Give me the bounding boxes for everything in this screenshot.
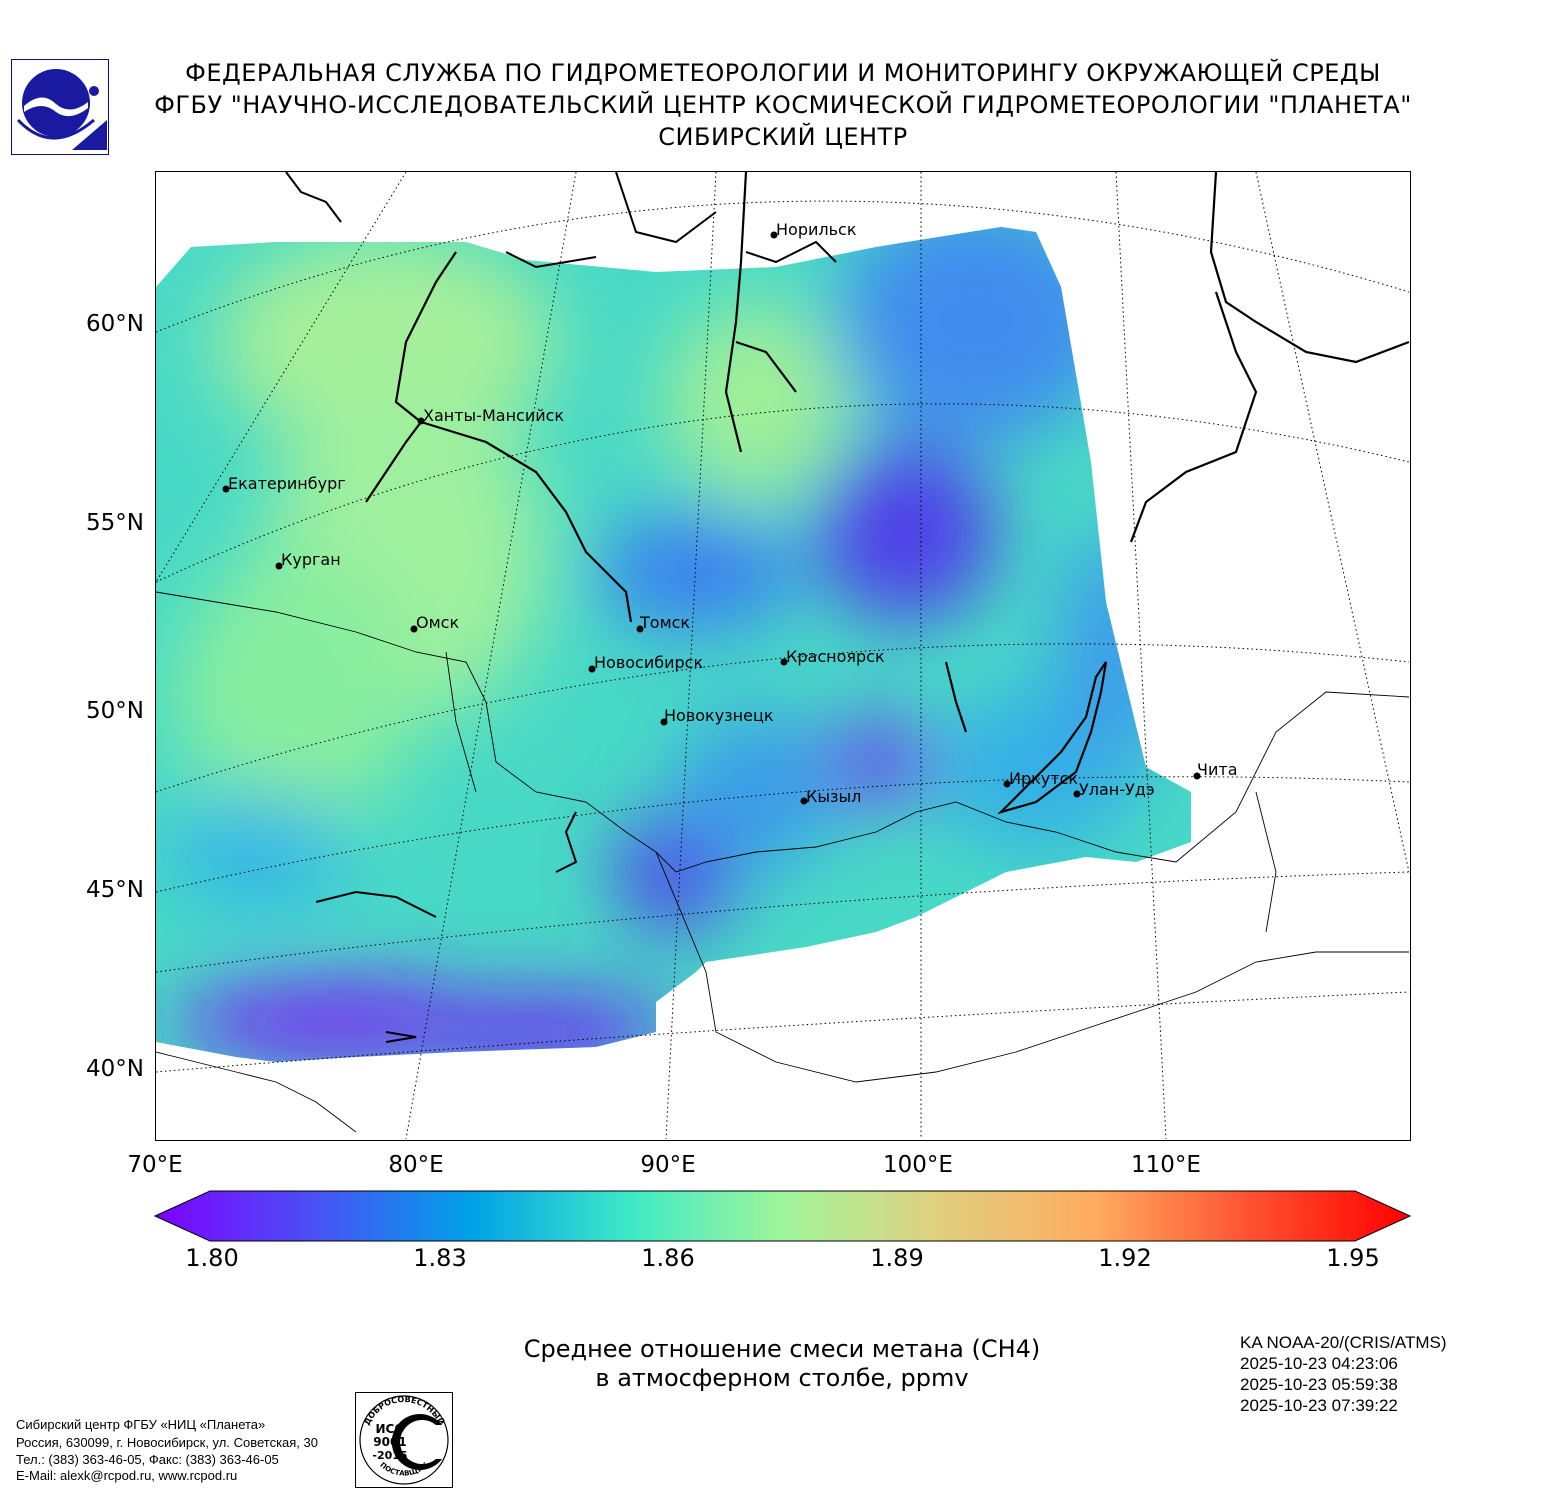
svg-text:ИСО: ИСО — [375, 1422, 404, 1436]
footer-line-1: Сибирский центр ФГБУ «НИЦ «Планета» — [16, 1417, 266, 1432]
svg-text:9001: 9001 — [373, 1435, 406, 1449]
city-omsk: Омск — [410, 613, 459, 633]
coastline — [285, 172, 837, 1043]
city-norilsk: Норильск — [770, 220, 857, 239]
city-ulan-ude: Улан-Удэ — [1073, 780, 1155, 799]
city-khanty-mansiysk: Ханты-Мансийск — [417, 406, 564, 425]
planeta-logo — [11, 59, 109, 155]
svg-text:Ханты-Мансийск: Ханты-Мансийск — [423, 406, 564, 425]
header-line-2: ФГБУ "НАУЧНО-ИССЛЕДОВАТЕЛЬСКИЙ ЦЕНТР КОС… — [154, 91, 1412, 119]
header-line-3: СИБИРСКИЙ ЦЕНТР — [658, 123, 908, 151]
colorbar-tick-5: 1.92 — [1098, 1244, 1152, 1272]
colorbar — [154, 1190, 1412, 1242]
colorbar-tick-3: 1.86 — [641, 1244, 695, 1272]
lon-label-100: 100°E — [883, 1152, 953, 1178]
lon-label-110: 110°E — [1131, 1152, 1201, 1178]
svg-text:Улан-Удэ: Улан-Удэ — [1079, 780, 1155, 799]
lon-label-70: 70°E — [127, 1152, 183, 1178]
rivers — [365, 172, 1410, 815]
colorbar-tick-4: 1.89 — [870, 1244, 924, 1272]
lat-label-40: 40°N — [86, 1056, 144, 1082]
caption-line-1: Среднее отношение смеси метана (CH4) — [523, 1335, 1041, 1363]
pass-time-1: 2025-10-23 04:23:06 — [1240, 1354, 1398, 1373]
city-kyzyl: Кызыл — [800, 787, 861, 806]
lat-label-55: 55°N — [86, 510, 144, 536]
satellite-name: KA NOAA-20/(CRIS/ATMS) — [1240, 1333, 1447, 1352]
svg-text:Омск: Омск — [416, 613, 459, 632]
svg-text:-2015: -2015 — [372, 1449, 407, 1462]
svg-text:Курган: Курган — [281, 550, 341, 569]
lat-label-60: 60°N — [86, 311, 144, 337]
ch4-field — [156, 227, 1191, 1062]
city-ekaterinburg: Екатеринбург — [222, 474, 346, 493]
lat-label-45: 45°N — [86, 877, 144, 903]
svg-text:Чита: Чита — [1197, 760, 1238, 779]
footer-line-3: Тел.: (383) 363-46-05, Факс: (383) 363-4… — [16, 1452, 279, 1467]
city-krasnoyarsk: Красноярск — [780, 647, 885, 666]
lat-label-50: 50°N — [86, 698, 144, 724]
footer-line-2: Россия, 630099, г. Новосибирск, ул. Сове… — [16, 1435, 318, 1450]
iso-logo: ДОБРОСОВЕСТНЫЙ ПОСТАВЩИК ИСО 9001 -2015 — [355, 1392, 453, 1488]
svg-text:Томск: Томск — [639, 613, 690, 632]
city-kurgan: Курган — [275, 550, 341, 570]
colorbar-tick-1: 1.80 — [185, 1244, 239, 1272]
pass-time-3: 2025-10-23 07:39:22 — [1240, 1396, 1398, 1415]
lon-label-80: 80°E — [388, 1152, 444, 1178]
svg-text:Кызыл: Кызыл — [806, 787, 861, 806]
svg-text:Иркутск: Иркутск — [1009, 769, 1078, 788]
svg-text:Новокузнецк: Новокузнецк — [664, 706, 774, 725]
header-line-1: ФЕДЕРАЛЬНАЯ СЛУЖБА ПО ГИДРОМЕТЕОРОЛОГИИ … — [185, 59, 1381, 87]
city-novosibirsk: Новосибирск — [588, 653, 703, 673]
city-novokuznetsk: Новокузнецк — [660, 706, 774, 726]
footer-line-4: E-Mail: alexk@rcpod.ru, www.rcpod.ru — [16, 1468, 238, 1483]
lon-label-90: 90°E — [640, 1152, 696, 1178]
city-chita: Чита — [1193, 760, 1238, 780]
colorbar-tick-2: 1.83 — [413, 1244, 467, 1272]
city-tomsk: Томск — [636, 613, 690, 633]
borders — [156, 591, 1410, 1133]
caption-line-2: в атмосферном столбе, ppmv — [595, 1364, 969, 1392]
svg-text:Норильск: Норильск — [776, 220, 857, 239]
pass-time-2: 2025-10-23 05:59:38 — [1240, 1375, 1398, 1394]
svg-text:Новосибирск: Новосибирск — [594, 653, 703, 672]
cities: Норильск Ханты-Мансийск Екатеринбург Кур… — [222, 220, 1238, 806]
colorbar-tick-6: 1.95 — [1326, 1244, 1380, 1272]
svg-text:Екатеринбург: Екатеринбург — [228, 474, 346, 493]
city-irkutsk: Иркутск — [1003, 769, 1078, 788]
graticule — [156, 172, 1410, 1140]
methane-map: Норильск Ханты-Мансийск Екатеринбург Кур… — [155, 171, 1411, 1141]
svg-text:Красноярск: Красноярск — [786, 647, 885, 666]
